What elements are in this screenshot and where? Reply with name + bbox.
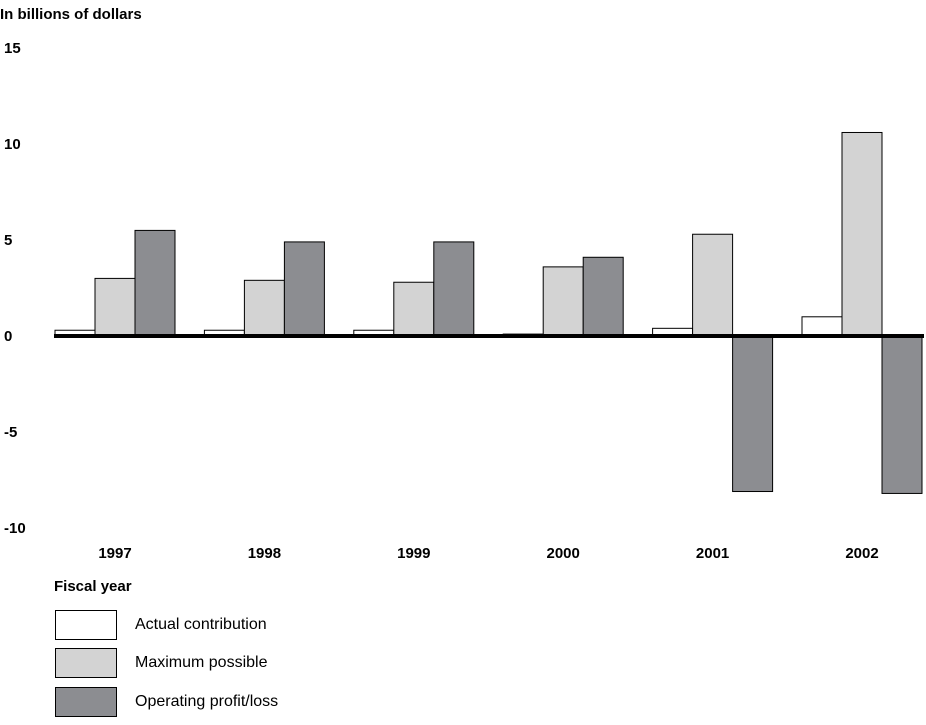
y-tick-label: 0 (4, 328, 12, 345)
y-tick-label: 5 (4, 232, 12, 249)
bar-2000-operating-profit-loss (582, 256, 624, 337)
y-tick-label: -10 (4, 520, 26, 537)
legend-label-actual-contribution: Actual contribution (135, 616, 267, 633)
bar-1999-operating-profit-loss (433, 241, 475, 337)
bar-1999-maximum-possible (393, 281, 435, 337)
legend-label-maximum-possible: Maximum possible (135, 654, 268, 671)
x-tick-label: 1997 (98, 545, 131, 562)
legend-label-operating-profit-loss: Operating profit/loss (135, 693, 279, 710)
y-tick-label: -5 (4, 424, 17, 441)
y-tick-label: 15 (4, 40, 21, 57)
legend-item-operating-profit-loss: Operating profit/loss (55, 687, 375, 719)
legend-swatch-operating-profit-loss (55, 687, 117, 717)
bar-2002-operating-profit-loss (881, 335, 923, 494)
x-tick-label: 1998 (248, 545, 281, 562)
x-tick-label: 2000 (547, 545, 580, 562)
bar-2000-maximum-possible (542, 266, 584, 337)
bar-1998-maximum-possible (243, 279, 285, 337)
bar-2002-actual-contribution (801, 316, 843, 337)
legend-item-maximum-possible: Maximum possible (55, 648, 375, 680)
bar-1997-operating-profit-loss (134, 229, 176, 337)
bar-chart: 15 10 5 0 -5 -10 1997 1998 1999 2000 2001 2002 (4, 40, 924, 562)
legend-item-actual-contribution: Actual contribution (55, 610, 375, 642)
bar-1998-operating-profit-loss (283, 241, 325, 337)
x-tick-label: 2002 (845, 545, 878, 562)
legend-swatch-actual-contribution (55, 610, 117, 640)
y-tick-label: 10 (4, 136, 21, 153)
x-axis-title: Fiscal year (54, 578, 132, 595)
x-tick-label: 2001 (696, 545, 729, 562)
bar-2001-operating-profit-loss (732, 335, 774, 493)
x-tick-label: 1999 (397, 545, 430, 562)
legend-swatch-maximum-possible (55, 648, 117, 678)
bar-1997-maximum-possible (94, 277, 136, 337)
bar-2001-maximum-possible (692, 233, 734, 337)
y-axis-label: In billions of dollars (0, 6, 142, 23)
bar-2002-maximum-possible (841, 131, 883, 337)
